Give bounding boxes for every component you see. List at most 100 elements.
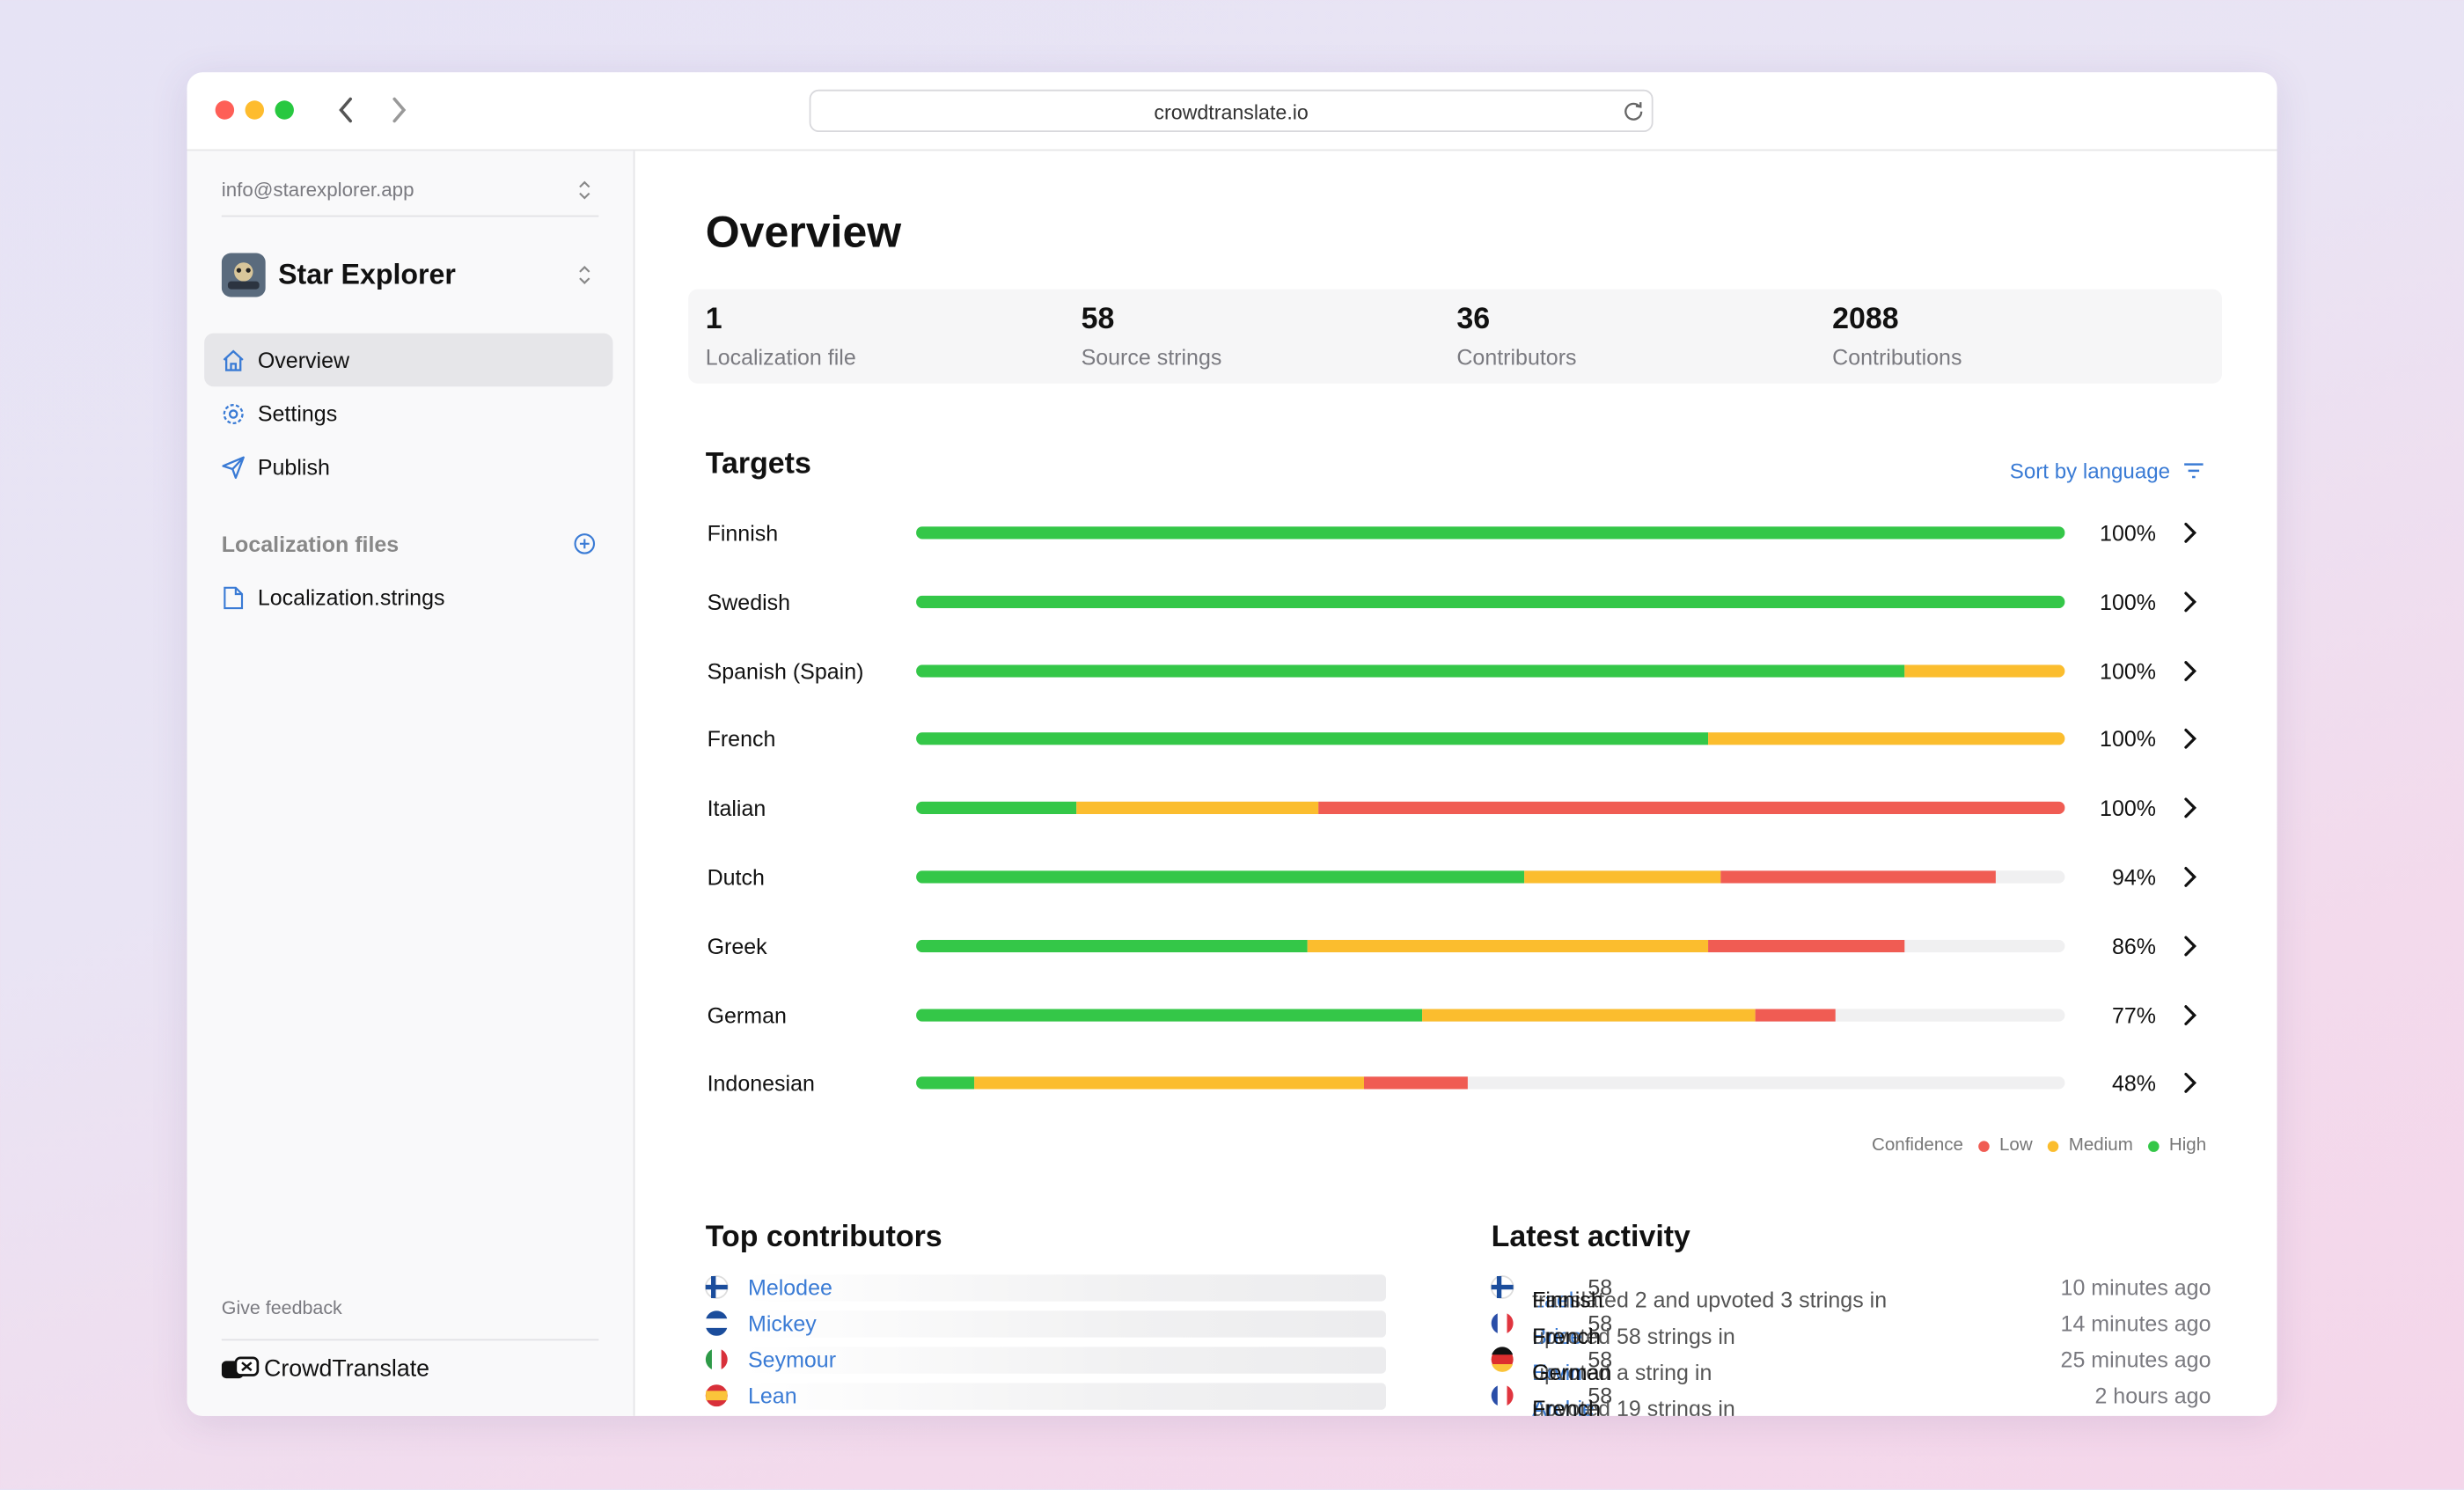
activity-user[interactable]: Archie: [1532, 1395, 1595, 1416]
progress-high: [916, 870, 1525, 884]
nav-item[interactable]: Overview: [257, 347, 350, 373]
chevron-icon[interactable]: [2182, 1003, 2197, 1025]
toolbar: crowdtranslate.io: [187, 72, 2277, 151]
chevron-updown[interactable]: [578, 180, 590, 200]
contributor-bar: [743, 1310, 1386, 1338]
filter-icon[interactable]: [2182, 462, 2204, 480]
progress-high: [916, 595, 2065, 608]
progress-track: [916, 664, 2065, 677]
activity-user[interactable]: Lael: [1532, 1287, 1574, 1313]
progress-low: [1364, 1076, 1468, 1090]
stat-value: 58: [1081, 303, 1115, 337]
section-title: Targets: [705, 447, 811, 481]
legend-label: Low: [1999, 1136, 2033, 1156]
legend: Confidence Low Medium High: [1872, 1136, 2206, 1155]
language-label[interactable]: German: [707, 1002, 787, 1028]
nav-arrows[interactable]: [334, 96, 413, 124]
activity-user[interactable]: Ervin: [1532, 1359, 1583, 1385]
chevron[interactable]: [2182, 591, 2197, 620]
chevron[interactable]: [2182, 866, 2197, 896]
activity-user[interactable]: Brice: [1532, 1323, 1583, 1349]
account-email[interactable]: info@starexplorer.app: [221, 179, 414, 202]
files-heading: Localization files: [221, 531, 400, 557]
language-label[interactable]: French: [707, 726, 776, 752]
contributor-name[interactable]: Seymour: [747, 1347, 837, 1372]
chevron-icon[interactable]: [2182, 866, 2197, 888]
activity-time: 14 minutes ago: [2060, 1310, 2211, 1336]
window-controls[interactable]: [212, 99, 306, 121]
home-icon: [223, 349, 244, 371]
chevron-icon[interactable]: [2182, 797, 2197, 819]
nav-item[interactable]: Settings: [257, 400, 338, 426]
legend-label: Medium: [2068, 1136, 2133, 1156]
chevron-updown[interactable]: [578, 266, 590, 284]
progress-high: [916, 526, 2065, 539]
chevron-icon[interactable]: [2182, 522, 2197, 544]
legend-swatch: [1978, 1140, 1991, 1152]
page-title: Overview: [705, 207, 902, 257]
brand-logo: [221, 1356, 260, 1379]
legend-swatch: [2048, 1140, 2060, 1152]
language-label[interactable]: Italian: [707, 795, 766, 821]
contributor-name[interactable]: Mickey: [747, 1310, 817, 1336]
language-label[interactable]: Indonesian: [707, 1070, 815, 1097]
contributor-name[interactable]: Melodee: [747, 1274, 832, 1300]
language-label[interactable]: Dutch: [707, 864, 765, 890]
stat-value: 36: [1456, 303, 1491, 337]
progress-low: [1317, 802, 2065, 815]
feedback-link[interactable]: Give feedback: [221, 1296, 342, 1319]
stat-value: 1: [705, 303, 722, 337]
progress-medium: [1903, 664, 2065, 677]
stat-value: 2088: [1832, 303, 1899, 337]
activity-language: French: [1532, 1395, 1601, 1416]
chevron-icon[interactable]: [2182, 935, 2197, 957]
url: crowdtranslate.io: [1154, 100, 1309, 125]
legend-swatch: [2148, 1140, 2160, 1152]
file-link[interactable]: Localization.strings: [257, 584, 445, 610]
legend-label: High: [2168, 1136, 2207, 1156]
contribution-count: 58: [1588, 1347, 1613, 1372]
progress-low: [1720, 870, 1997, 884]
activity-action: upvoted a string in: [1532, 1359, 1712, 1385]
project-name[interactable]: Star Explorer: [278, 258, 456, 290]
chevron-icon[interactable]: [2182, 591, 2197, 613]
language-label[interactable]: Spanish (Spain): [707, 657, 864, 684]
language-label[interactable]: Swedish: [707, 589, 791, 614]
progress-high: [916, 664, 1904, 677]
chevron[interactable]: [2182, 659, 2197, 689]
chevron[interactable]: [2182, 935, 2197, 965]
main-content: Overview Targets Sort by language Confid…: [634, 150, 2277, 1416]
sidebar: info@starexplorer.app Star Explorer Loca…: [187, 150, 635, 1416]
chevron[interactable]: [2182, 1073, 2197, 1103]
progress-track: [916, 595, 2065, 608]
sort-button[interactable]: Sort by language: [2009, 459, 2171, 484]
chevron-icon[interactable]: [2182, 728, 2197, 750]
chevron[interactable]: [2182, 1003, 2197, 1033]
gear-icon: [223, 404, 244, 425]
chevron[interactable]: [2182, 797, 2197, 827]
progress-low: [1708, 939, 1904, 952]
progress-medium: [1306, 939, 1709, 952]
address-bar[interactable]: crowdtranslate.io: [809, 89, 1654, 132]
app-icon: [221, 253, 266, 297]
reload-icon[interactable]: [1624, 100, 1644, 121]
chevron[interactable]: [2182, 728, 2197, 758]
language-label[interactable]: Finnish: [707, 520, 779, 546]
chevron-icon[interactable]: [2182, 659, 2197, 681]
nav-item[interactable]: Publish: [257, 454, 330, 480]
progress-track: [916, 732, 2065, 746]
activity-time: 2 hours ago: [2094, 1383, 2211, 1408]
add-file-icon[interactable]: [574, 532, 596, 554]
nav-active: [204, 333, 613, 387]
percent-label: 100%: [2100, 726, 2156, 752]
chevron-icon[interactable]: [2182, 1073, 2197, 1095]
chevron[interactable]: [2182, 522, 2197, 552]
progress-high: [916, 732, 1709, 746]
contributor-name[interactable]: Lean: [747, 1383, 797, 1408]
language-label[interactable]: Greek: [707, 933, 767, 958]
percent-label: 94%: [2111, 864, 2156, 890]
stat-label: Localization file: [705, 344, 856, 370]
section-title: Latest activity: [1491, 1221, 1690, 1254]
contribution-count: 58: [1588, 1383, 1613, 1408]
